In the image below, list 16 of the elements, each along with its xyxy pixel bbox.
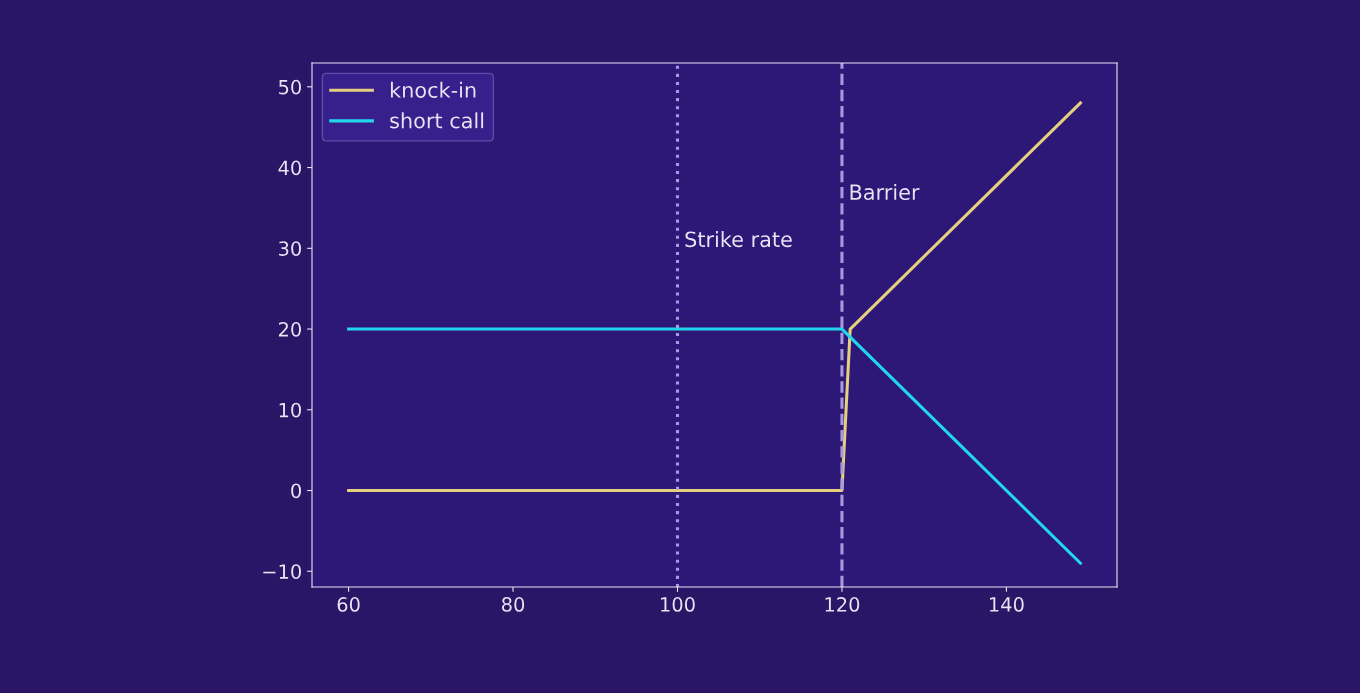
y-tick-label: 50: [279, 79, 301, 95]
x-tick-label: 120: [825, 597, 860, 612]
y-tick-label: 30: [279, 241, 301, 256]
y-tick-label: −10: [263, 564, 301, 579]
x-tick-label: 140: [989, 597, 1024, 612]
legend-label: knock-in: [390, 81, 476, 98]
y-tick-label: 10: [279, 402, 301, 418]
y-tick-label: 0: [291, 483, 301, 499]
y-tick-label: 40: [278, 160, 301, 176]
ref-line-label: Strike rate: [685, 231, 792, 248]
legend-label: short call: [390, 112, 484, 129]
x-tick-label: 60: [337, 597, 360, 612]
ref-line-label: Barrier: [850, 183, 920, 201]
x-tick-label: 80: [501, 597, 525, 612]
x-tick-label: 100: [661, 597, 695, 612]
y-tick-label: 20: [278, 321, 301, 337]
